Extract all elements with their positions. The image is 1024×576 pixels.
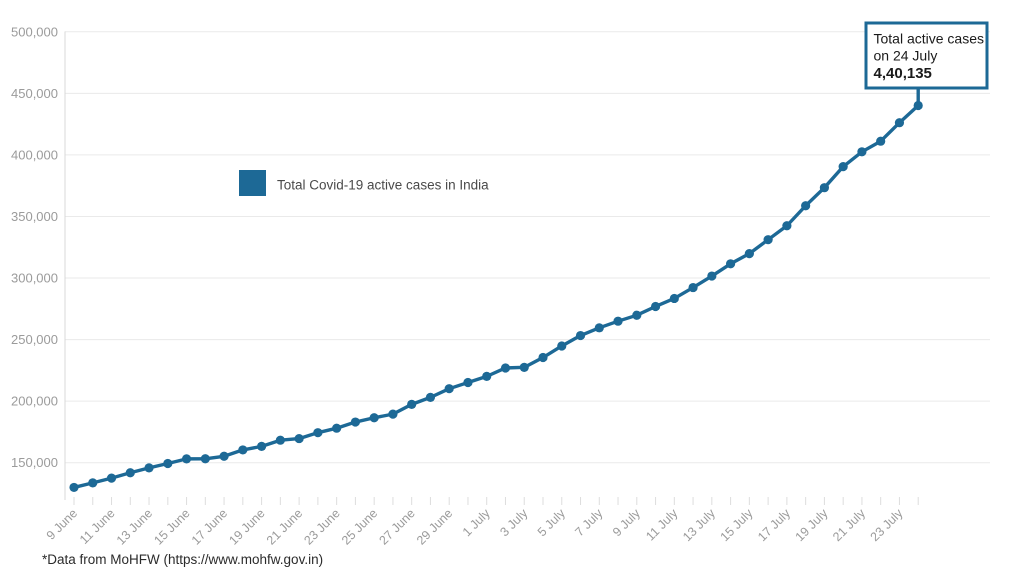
data-point <box>838 162 848 172</box>
data-point <box>125 468 135 478</box>
data-point <box>257 441 267 451</box>
data-point <box>425 392 436 402</box>
data-point <box>688 282 698 293</box>
y-axis-tick-label: 350,000 <box>11 209 58 224</box>
data-point <box>463 377 473 388</box>
x-axis-tick-label: 27 June <box>376 506 417 547</box>
y-axis-tick-label: 500,000 <box>11 24 58 39</box>
x-axis-tick-label: 13 July <box>680 506 718 544</box>
x-axis-tick-label: 21 July <box>830 506 868 544</box>
data-point <box>782 221 792 231</box>
data-point <box>369 413 379 423</box>
y-axis-tick-label: 200,000 <box>11 394 58 409</box>
gridlines <box>65 31 990 464</box>
x-axis-tick-label: 17 June <box>189 506 230 547</box>
data-point <box>632 310 642 320</box>
data-point <box>88 478 98 488</box>
data-point <box>669 293 679 304</box>
x-axis-tick-label: 15 June <box>151 506 192 547</box>
data-point <box>444 384 454 394</box>
y-axis-tick-label: 250,000 <box>11 332 58 347</box>
x-axis-tick-label: 3 July <box>497 506 531 540</box>
x-axis-tick-label: 19 July <box>793 506 831 544</box>
data-point <box>575 330 586 341</box>
y-axis-tick-label: 150,000 <box>11 455 58 470</box>
series-line <box>72 103 920 490</box>
data-point <box>894 118 905 128</box>
x-axis-tick-label: 23 June <box>301 506 342 547</box>
x-axis-tick-label: 11 June <box>77 506 118 547</box>
data-point <box>275 435 285 445</box>
data-point <box>181 454 192 464</box>
y-axis-tick-label: 400,000 <box>11 147 58 162</box>
data-point <box>726 259 736 269</box>
data-point <box>594 323 604 333</box>
x-axis-tick-label: 25 June <box>339 506 380 547</box>
annotation-value: 4,40,135 <box>874 65 932 82</box>
data-point <box>106 473 117 483</box>
data-point <box>519 362 529 372</box>
data-point <box>500 363 511 373</box>
data-point <box>332 423 342 433</box>
x-axis-tick-marks <box>73 497 919 505</box>
x-axis-tick-label: 9 June <box>44 506 80 542</box>
data-point <box>557 341 567 351</box>
data-point <box>482 371 492 381</box>
source-footnote: *Data from MoHFW (https://www.mohfw.gov.… <box>42 552 324 567</box>
data-point <box>801 201 811 211</box>
x-axis-tick-label: 17 July <box>755 506 793 544</box>
y-axis-labels: 150,000 200,000 250,000 300,000 350,000 400,0… <box>11 24 58 470</box>
x-axis-tick-label: 5 July <box>535 506 569 540</box>
data-point <box>744 249 754 259</box>
data-point <box>163 458 173 469</box>
data-point <box>313 428 323 438</box>
series-total-active-cases <box>69 100 923 493</box>
legend: Total Covid-19 active cases in India <box>239 170 489 196</box>
data-point <box>294 433 304 444</box>
y-axis-tick-label: 450,000 <box>11 86 58 101</box>
x-axis-tick-label: 11 July <box>643 506 681 544</box>
x-axis-tick-label: 23 July <box>868 506 906 544</box>
x-axis-tick-label: 15 July <box>718 506 756 544</box>
legend-swatch <box>239 170 266 196</box>
x-axis-tick-label: 7 July <box>572 506 606 540</box>
data-point <box>857 147 867 157</box>
data-point <box>819 183 830 193</box>
annotation-callout: Total active cases on 24 July 4,40,135 <box>864 21 989 105</box>
x-axis-tick-label: 9 July <box>610 506 644 540</box>
legend-label: Total Covid-19 active cases in India <box>277 178 489 193</box>
x-axis-tick-label: 29 June <box>414 506 455 547</box>
data-point <box>200 454 210 464</box>
annotation-text-line2: on 24 July <box>874 48 938 64</box>
data-point <box>219 451 229 461</box>
annotation-text-line1: Total active cases <box>874 31 985 47</box>
data-point <box>650 301 661 312</box>
data-point <box>69 482 79 493</box>
data-point <box>707 271 717 281</box>
y-axis-tick-label: 300,000 <box>11 271 58 286</box>
data-point <box>613 316 623 326</box>
data-point <box>238 445 248 455</box>
annotation-box <box>864 21 989 90</box>
data-point <box>144 463 154 473</box>
data-point <box>407 399 417 409</box>
x-axis-tick-label: 21 June <box>264 506 305 547</box>
data-point <box>388 409 398 419</box>
data-point <box>913 100 923 111</box>
data-point <box>350 417 360 427</box>
data-point <box>763 235 773 245</box>
data-point <box>876 136 886 146</box>
data-point <box>538 352 548 363</box>
x-axis-tick-label: 19 June <box>226 506 267 547</box>
x-axis-tick-label: 1 July <box>460 506 494 540</box>
x-axis-tick-label: 13 June <box>114 506 155 547</box>
